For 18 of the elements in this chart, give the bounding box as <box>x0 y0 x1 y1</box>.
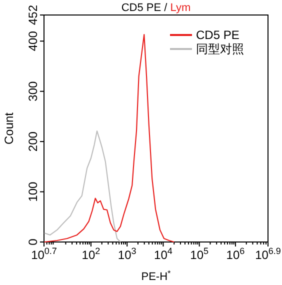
x-tick-label: 10$^{2}$ <box>82 246 100 262</box>
x-tick-label: 10$^{4}$ <box>154 246 172 262</box>
legend-label: 同型对照 <box>196 42 244 56</box>
chart-title: CD5 PE / Lym <box>121 2 191 14</box>
y-axis-title: Count <box>2 112 16 145</box>
y-tick-label: 400 <box>26 30 40 52</box>
x-axis-title: PE-H$^{*}$ <box>141 268 172 283</box>
x-tick-label: 10$^{5}$ <box>190 246 209 262</box>
y-tick-label: 0 <box>26 238 40 246</box>
x-tick-label: 10$^{3}$ <box>118 246 136 262</box>
y-tick-label: 452 <box>26 4 40 26</box>
y-tick-label: 300 <box>26 81 40 102</box>
x-tick-label: 10$^{6.9}$ <box>255 246 281 262</box>
y-tick-label: 200 <box>26 131 40 152</box>
x-tick-label: 10$^{0.7}$ <box>31 246 57 262</box>
y-tick-label: 100 <box>26 181 40 202</box>
x-tick-label: 10$^{6}$ <box>226 246 245 262</box>
legend-label: CD5 PE <box>196 28 240 42</box>
